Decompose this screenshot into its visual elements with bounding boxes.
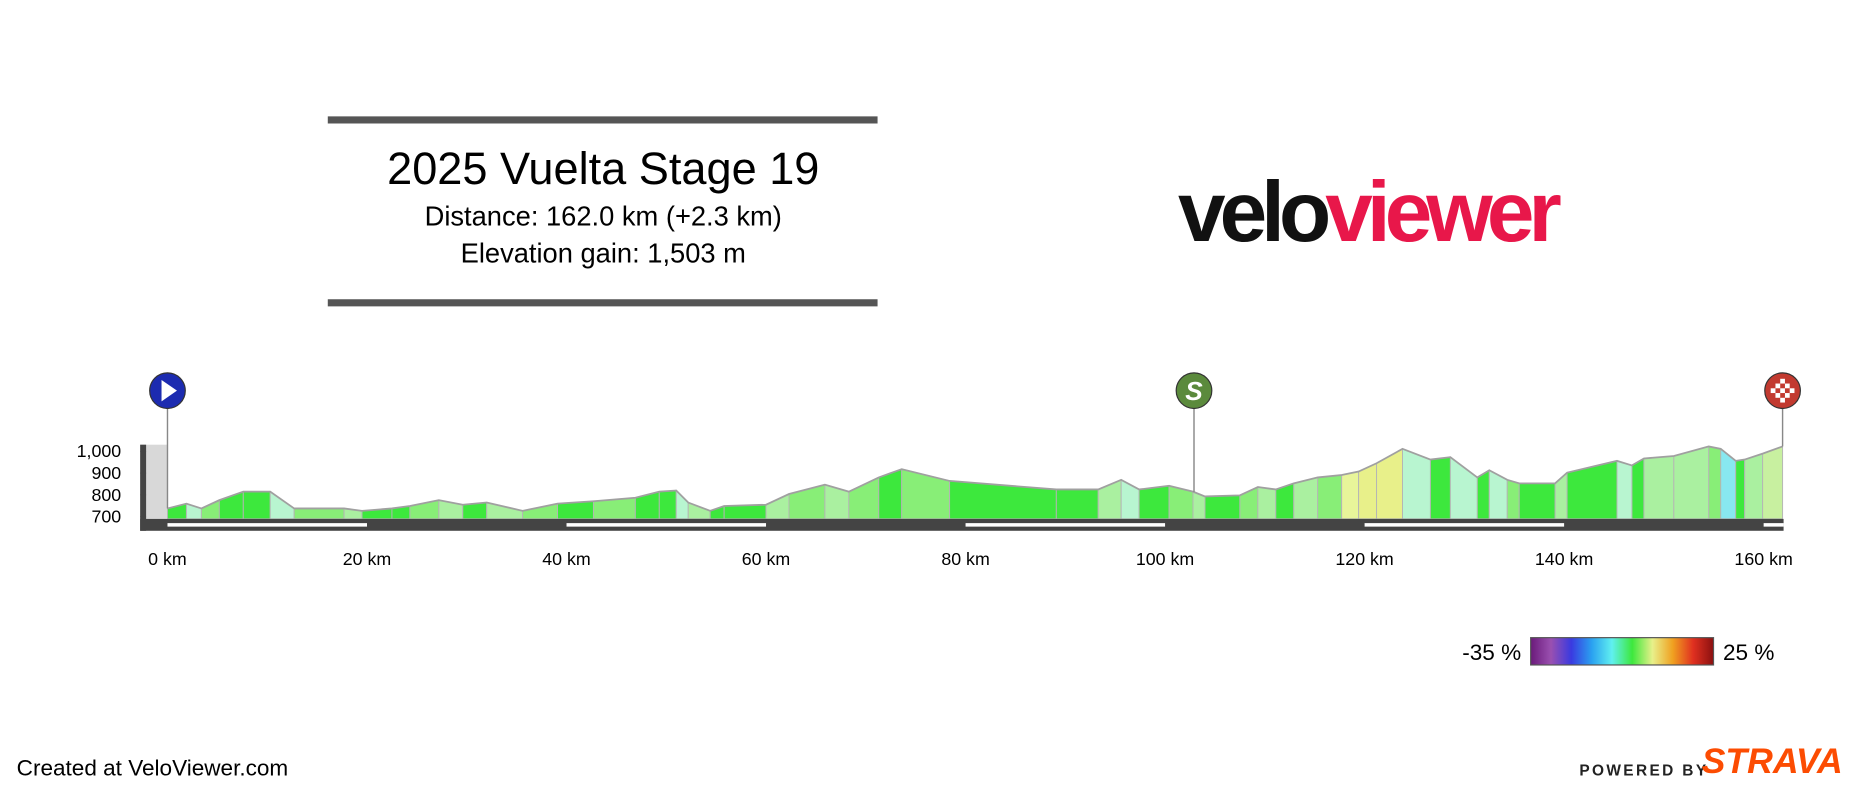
- gradient-segment: [1554, 471, 1568, 520]
- x-tick-label: 100 km: [1136, 549, 1194, 569]
- gradient-segment: [949, 480, 1057, 520]
- gradient-segment: [1506, 479, 1520, 520]
- marker-label: S: [1185, 376, 1203, 406]
- logo: veloviewer: [1178, 165, 1560, 260]
- gradient-segment: [1476, 469, 1490, 520]
- gradient-segment: [765, 493, 790, 520]
- strava-brand: STRAVA: [1702, 741, 1843, 781]
- gradient-segment: [1735, 458, 1746, 520]
- gradient-segment: [1293, 476, 1319, 520]
- powered-by: POWERED BY: [1579, 762, 1708, 779]
- profile: [167, 445, 1784, 520]
- gradient-segment: [1097, 479, 1122, 520]
- gradient-segment: [687, 501, 711, 520]
- start-icon: [161, 379, 177, 402]
- finish-check: [1780, 388, 1785, 394]
- gradient-segment: [723, 504, 767, 520]
- gradient-segment: [1631, 457, 1645, 520]
- gradient-segment: [1673, 445, 1710, 520]
- finish-check: [1780, 378, 1785, 384]
- gradient-segment: [1566, 460, 1618, 520]
- gradient-min-label: -35 %: [1462, 640, 1521, 665]
- gradient-segment: [675, 489, 689, 520]
- finish-check: [1775, 393, 1781, 398]
- gradient-scale: [1530, 637, 1715, 666]
- elevation-gain: Elevation gain: 1,503 m: [461, 237, 746, 268]
- gradient-segment: [1376, 448, 1403, 520]
- gradient-segment: [1429, 456, 1451, 520]
- profile-outline: [167, 445, 1783, 512]
- gradient-segment: [1708, 445, 1722, 520]
- gradient-segment: [486, 501, 524, 520]
- title: 2025 Vuelta Stage 19: [387, 143, 819, 194]
- gradient-segment: [522, 503, 559, 520]
- gradient-segment: [1138, 485, 1170, 520]
- gradient-segment: [200, 499, 220, 520]
- finish-check: [1775, 383, 1781, 389]
- x-tick-label: 40 km: [542, 549, 590, 569]
- gradient-segment: [1317, 474, 1343, 520]
- finish-check: [1780, 397, 1785, 403]
- logo-part: viewer: [1325, 165, 1560, 260]
- y-tick-label: 700: [91, 507, 121, 527]
- finish-check: [1784, 383, 1790, 389]
- gradient-segment: [1744, 452, 1764, 520]
- gradient-segment: [1055, 488, 1099, 520]
- gradient-segment: [1616, 460, 1633, 520]
- gradient-segment: [901, 468, 951, 520]
- gradient-segment: [293, 507, 345, 520]
- gradient-segment: [1518, 482, 1556, 520]
- x-tick-label: 0 km: [148, 549, 187, 569]
- baseline: [140, 518, 1784, 531]
- finish-check: [1770, 388, 1776, 394]
- footer-credit: Created at VeloViewer.com: [17, 755, 289, 780]
- gradient-segment: [658, 490, 677, 520]
- gradient-segment: [1341, 470, 1360, 520]
- distance: Distance: 162.0 km (+2.3 km): [425, 201, 782, 232]
- gradient-segment: [634, 491, 660, 520]
- gradient-segment: [1762, 445, 1784, 520]
- gradient-segment: [1643, 455, 1675, 520]
- x-tick-label: 60 km: [742, 549, 790, 569]
- x-tick-label: 160 km: [1734, 549, 1792, 569]
- x-tick-label: 140 km: [1535, 549, 1593, 569]
- finish-check: [1784, 393, 1790, 398]
- marker: [1175, 372, 1213, 410]
- x-tick-label: 20 km: [343, 549, 391, 569]
- gradient-segment: [1257, 486, 1277, 520]
- y-tick-label: 800: [91, 485, 121, 505]
- y-tick-label: 1,000: [77, 441, 122, 461]
- logo-part: velo: [1178, 165, 1328, 260]
- gradient-max-label: 25 %: [1723, 640, 1774, 665]
- gradient-segment: [1120, 479, 1140, 520]
- gradient-segment: [242, 491, 271, 520]
- x-tick-label: 120 km: [1335, 549, 1393, 569]
- x-tick-label: 80 km: [941, 549, 989, 569]
- gradient-segment: [1204, 494, 1241, 520]
- elevation-gauge-edge: [140, 444, 147, 531]
- finish-check: [1789, 388, 1795, 394]
- gradient-segment: [1358, 462, 1378, 520]
- y-tick-label: 900: [91, 463, 121, 483]
- gradient-segment: [1402, 448, 1431, 520]
